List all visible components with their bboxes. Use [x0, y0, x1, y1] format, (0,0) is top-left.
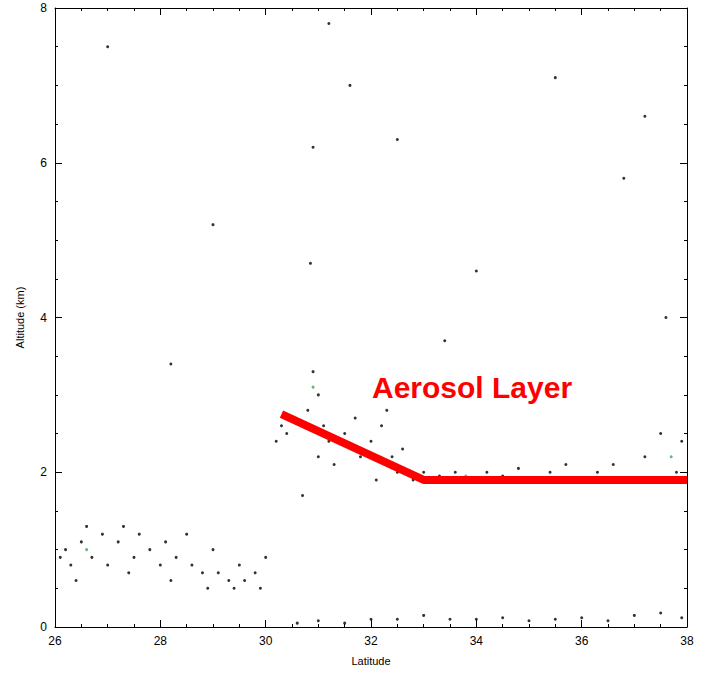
- svg-text:26: 26: [48, 634, 62, 648]
- svg-text:8: 8: [40, 1, 47, 15]
- svg-text:Aerosol Layer: Aerosol Layer: [372, 371, 572, 404]
- svg-text:30: 30: [259, 634, 273, 648]
- svg-text:34: 34: [470, 634, 484, 648]
- svg-text:0: 0: [40, 620, 47, 634]
- svg-text:28: 28: [154, 634, 168, 648]
- svg-text:Altitude (km): Altitude (km): [14, 287, 26, 349]
- svg-text:38: 38: [680, 634, 694, 648]
- svg-text:6: 6: [40, 156, 47, 170]
- svg-text:32: 32: [364, 634, 378, 648]
- svg-text:36: 36: [575, 634, 589, 648]
- svg-text:Latitude: Latitude: [351, 655, 390, 667]
- svg-text:2: 2: [40, 465, 47, 479]
- svg-text:4: 4: [40, 311, 47, 325]
